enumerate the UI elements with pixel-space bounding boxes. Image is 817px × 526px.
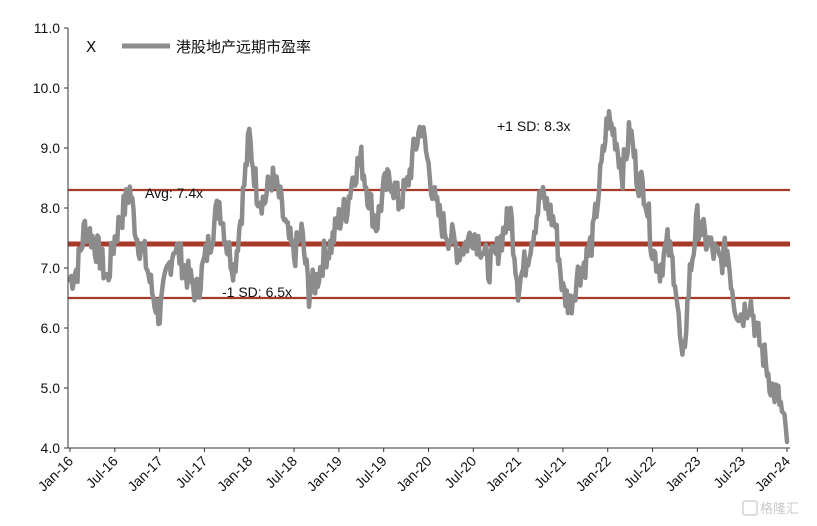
- watermark: 格隆汇: [742, 500, 799, 517]
- y-tick-label: 5.0: [41, 380, 61, 396]
- annotation-minus-one-sd: -1 SD: 6.5x: [222, 284, 292, 300]
- y-tick-label: 7.0: [41, 260, 61, 276]
- y-tick-labels: 11.0 10.0 9.0 8.0 7.0 6.0 5.0 4.0: [33, 20, 68, 456]
- x-tick-label: Jan-21: [483, 453, 525, 495]
- x-tick-label: Jan-18: [214, 453, 256, 495]
- x-tick-label: Jan-22: [572, 453, 614, 495]
- y-tick-label: 10.0: [33, 80, 60, 96]
- x-tick-label: Jul-20: [441, 453, 479, 491]
- series-layer: [67, 108, 790, 445]
- x-tick-label: Jan-23: [662, 453, 704, 495]
- x-tick-label: Jan-19: [303, 453, 345, 495]
- x-tick-label: Jul-22: [620, 453, 658, 491]
- y-tick-label: 9.0: [41, 140, 61, 156]
- y-tick-label: 8.0: [41, 200, 61, 216]
- x-tick-label: Jan-16: [35, 453, 77, 495]
- x-tick-label: Jul-21: [531, 453, 569, 491]
- x-tick-label: Jan-17: [124, 453, 166, 495]
- y-tick-label: 4.0: [41, 440, 61, 456]
- annotations: +1 SD: 8.3x Avg: 7.4x -1 SD: 6.5x: [145, 118, 571, 300]
- x-tick-labels: Jan-16 Jul-16 Jan-17 Jul-17 Jan-18 Jul-18 Jan-…: [35, 448, 794, 495]
- watermark-text: 格隆汇: [760, 501, 799, 517]
- x-tick-label: Jul-19: [352, 453, 390, 491]
- x-tick-label: Jul-23: [710, 453, 748, 491]
- x-tick-label: Jan-20: [393, 453, 435, 495]
- watermark-logo-icon: [742, 500, 758, 516]
- legend-series-label: 港股地产远期市盈率: [176, 38, 311, 56]
- annotation-average: Avg: 7.4x: [145, 185, 203, 201]
- x-tick-label: Jul-17: [172, 453, 210, 491]
- axes: [67, 28, 790, 449]
- x-tick-label: Jul-16: [83, 453, 121, 491]
- series-line: [67, 108, 790, 445]
- x-tick-label: Jan-24: [752, 453, 794, 495]
- y-tick-label: 6.0: [41, 320, 61, 336]
- x-tick-label: Jul-18: [262, 453, 300, 491]
- y-tick-label: 11.0: [34, 20, 60, 36]
- legend-marker-label: X: [86, 38, 96, 56]
- annotation-plus-one-sd: +1 SD: 8.3x: [497, 118, 571, 134]
- legend: X 港股地产远期市盈率: [86, 38, 311, 56]
